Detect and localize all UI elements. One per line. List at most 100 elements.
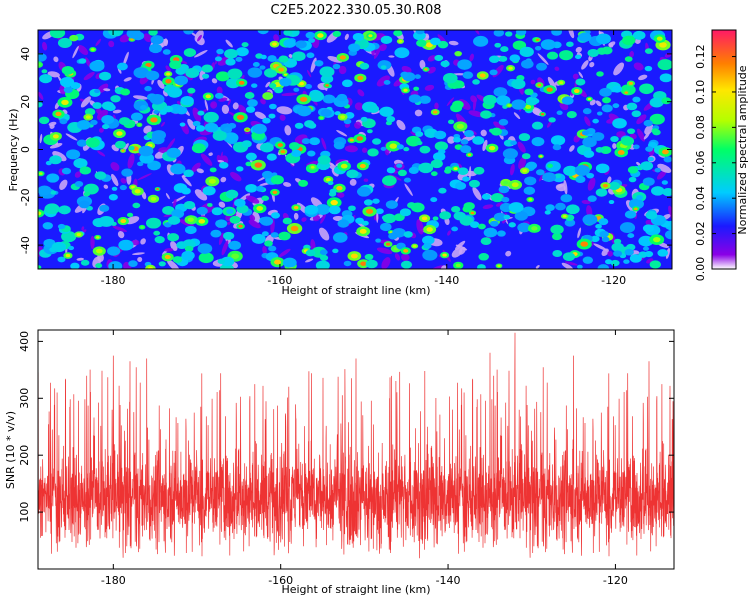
heatmap-cell-peak — [359, 228, 367, 234]
heatmap-cell — [173, 183, 188, 193]
heatmap-cell-low — [636, 128, 646, 142]
heatmap-cell — [509, 54, 521, 63]
heatmap-cell — [270, 175, 284, 185]
heatmap-cell — [73, 158, 88, 169]
heatmap-cell-peak — [628, 81, 633, 85]
heatmap-cell-low — [472, 187, 482, 201]
heatmap-cell — [49, 155, 62, 165]
heatmap-cell — [494, 42, 502, 48]
heatmap-cell — [453, 136, 462, 143]
heatmap-cell-low — [273, 34, 279, 42]
heatmap-cell-peak — [559, 81, 564, 84]
heatmap-cell — [595, 146, 604, 153]
heatmap-cell-low — [668, 205, 672, 220]
heatmap-cell — [415, 131, 424, 137]
heatmap-cell — [204, 122, 219, 133]
heatmap-cell — [360, 116, 368, 122]
heatmap-cell-low — [306, 69, 312, 78]
heatmap-cell — [462, 176, 470, 182]
heatmap-cell — [613, 250, 622, 257]
heatmap-cell — [413, 86, 420, 91]
heatmap-cell — [531, 137, 545, 147]
heatmap-cell-peak — [254, 162, 263, 168]
heatmap-cell-low — [381, 257, 391, 269]
heatmap-cell — [217, 258, 225, 264]
heatmap-cell-low — [90, 235, 95, 249]
heatmap-y-tick-label: 40 — [19, 47, 32, 61]
heatmap-cell — [460, 139, 469, 145]
heatmap-cell-peak — [140, 226, 144, 229]
heatmap-cell-low — [601, 248, 609, 257]
heatmap-cell — [89, 60, 105, 72]
heatmap-cell — [596, 33, 612, 45]
heatmap-cell-low — [194, 49, 208, 58]
snr-panel: -180 -160 -140 -120 100 200 300 400 Height of … — [4, 329, 675, 596]
heatmap-cell — [51, 241, 67, 253]
heatmap-cell — [592, 118, 599, 124]
heatmap-cell — [76, 119, 91, 130]
heatmap-cell — [604, 259, 613, 265]
heatmap-cell — [430, 171, 438, 177]
heatmap-cell-low — [143, 125, 152, 134]
heatmap-cell — [469, 221, 480, 229]
heatmap-cell — [654, 167, 661, 173]
heatmap-cell — [502, 148, 518, 160]
heatmap-cell-low — [230, 171, 242, 182]
heatmap-cell-peak — [134, 189, 141, 194]
heatmap-cell-low — [117, 231, 125, 239]
heatmap-cell — [262, 117, 271, 124]
heatmap-cell-low — [194, 189, 208, 201]
heatmap-cell — [380, 146, 387, 151]
heatmap-cell-peak — [339, 55, 346, 60]
heatmap-cell-low — [587, 177, 596, 191]
heatmap-cell — [463, 129, 474, 138]
heatmap-cell-low — [349, 179, 357, 186]
heatmap-cell — [500, 46, 509, 53]
heatmap-cell — [508, 222, 516, 228]
heatmap-cell-peak — [525, 104, 532, 110]
heatmap-cell-low — [607, 250, 613, 257]
heatmap-cell — [59, 77, 75, 88]
heatmap-cell — [228, 240, 242, 250]
heatmap-cell — [493, 212, 507, 222]
heatmap-cell-peak — [120, 219, 127, 224]
heatmap-cell — [612, 85, 623, 93]
heatmap-cell-low — [379, 43, 387, 52]
heatmap-cell — [434, 130, 447, 140]
heatmap-cell-peak — [91, 48, 95, 51]
heatmap-cell-peak — [231, 253, 239, 259]
heatmap-cell — [337, 219, 350, 228]
heatmap-cell — [244, 92, 255, 99]
heatmap-y-tick-label: 0 — [19, 146, 32, 153]
heatmap-cell-peak — [164, 254, 171, 260]
heatmap-cell — [176, 106, 188, 115]
heatmap-cell — [38, 116, 50, 125]
heatmap-cell — [105, 103, 116, 112]
heatmap-cell — [245, 106, 256, 113]
heatmap-cell — [191, 143, 206, 154]
heatmap-cell — [410, 202, 425, 213]
heatmap-cell-peak — [385, 242, 391, 246]
heatmap-cell — [453, 211, 466, 221]
heatmap-cell — [298, 179, 309, 187]
heatmap-cell-peak — [617, 150, 625, 155]
snr-x-tick-label: -180 — [101, 574, 126, 587]
heatmap-cell — [269, 103, 277, 110]
heatmap-cell — [483, 227, 498, 238]
heatmap-cell-peak — [310, 165, 315, 169]
heatmap-cell-low — [262, 245, 267, 255]
heatmap-cell-peak — [293, 205, 299, 210]
heatmap-cell-peak — [421, 216, 428, 221]
heatmap-cell — [309, 137, 321, 146]
heatmap-cell-low — [164, 248, 174, 252]
heatmap-cell-low — [451, 248, 463, 258]
heatmap-y-axis: -40 -20 0 20 40 — [19, 47, 672, 254]
heatmap-cell — [437, 40, 449, 49]
heatmap-cell-peak — [38, 211, 42, 216]
heatmap-cell — [214, 92, 224, 99]
heatmap-cell — [70, 262, 80, 269]
heatmap-cell — [575, 175, 586, 184]
heatmap-cell — [601, 104, 613, 113]
snr-y-tick-label: 200 — [18, 445, 31, 466]
